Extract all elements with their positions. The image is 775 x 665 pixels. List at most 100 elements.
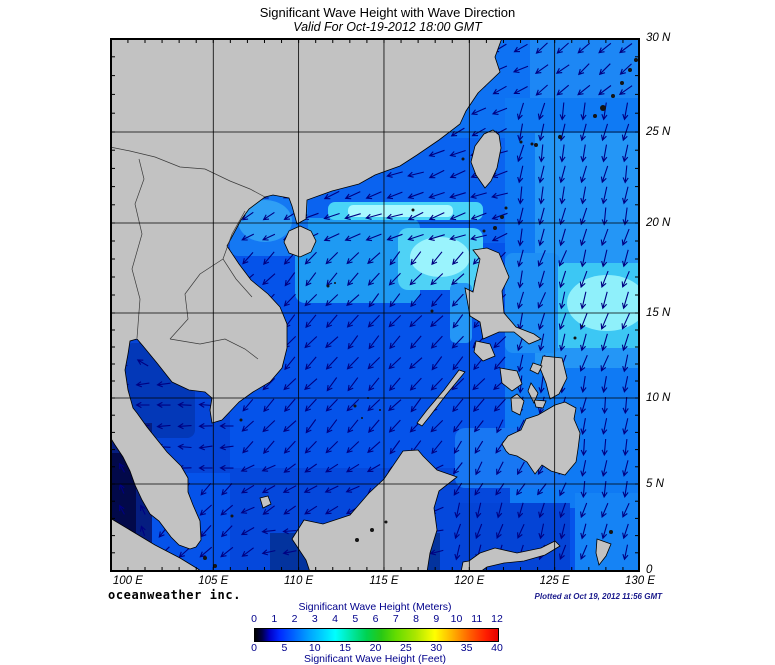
wave-direction-arrow	[580, 186, 587, 205]
legend-meters-tick: 5	[352, 613, 359, 625]
map-frame	[110, 38, 640, 572]
wave-direction-arrow	[221, 483, 233, 496]
legend-feet-tick: 30	[430, 642, 443, 654]
wave-direction-arrow	[538, 165, 545, 184]
wave-direction-arrow	[368, 419, 380, 433]
wave-direction-arrow	[517, 523, 525, 539]
land-mindoro	[473, 340, 496, 362]
wave-direction-arrow	[601, 102, 608, 121]
wave-direction-arrow	[496, 419, 504, 434]
wave-direction-arrow	[621, 228, 630, 246]
wave-direction-arrow	[325, 336, 339, 349]
wave-direction-arrow	[262, 378, 276, 391]
islet-dot	[482, 229, 486, 233]
wave-direction-arrow	[534, 64, 549, 74]
wave-direction-arrow	[580, 144, 587, 163]
wave-direction-arrow	[537, 102, 546, 121]
wave-direction-arrow	[409, 357, 423, 370]
legend-meters-tick: 6	[372, 613, 379, 625]
wave-direction-arrow	[517, 461, 525, 476]
country-borders-layer	[109, 146, 266, 360]
wave-direction-arrow	[409, 315, 423, 328]
wave-direction-arrow	[622, 165, 629, 184]
land-halmahera	[595, 538, 612, 566]
wave-direction-arrow	[284, 398, 296, 412]
wave-direction-arrow	[345, 485, 360, 493]
islet-dot	[609, 530, 613, 534]
wave-direction-arrow	[388, 315, 402, 328]
legend-meters-tick: 4	[332, 613, 338, 625]
wave-direction-arrow	[388, 419, 401, 433]
wave-direction-arrow	[470, 192, 487, 199]
wave-direction-arrow	[367, 272, 380, 286]
wave-direction-arrow	[283, 463, 296, 473]
wave-direction-arrow	[198, 464, 213, 472]
wave-direction-arrow	[598, 63, 611, 76]
wave-direction-arrow	[283, 440, 296, 454]
wave-direction-arrow	[367, 252, 381, 265]
wave-direction-arrow	[410, 293, 422, 308]
country-border	[169, 258, 224, 340]
wave-direction-arrow	[140, 504, 146, 515]
wave-direction-arrow	[367, 441, 381, 454]
wave-direction-arrow	[538, 375, 545, 394]
wave-direction-arrow	[622, 186, 629, 205]
wave-direction-arrow	[386, 233, 403, 242]
wave-direction-arrow	[388, 357, 402, 370]
wave-direction-arrow	[410, 398, 422, 413]
wave-direction-arrow	[261, 464, 276, 472]
islet-dot	[355, 538, 359, 542]
wave-map	[109, 37, 647, 573]
wave-direction-arrow	[282, 528, 297, 535]
islet-dot	[461, 157, 465, 161]
wave-direction-arrow	[579, 228, 588, 247]
wave-direction-arrow	[326, 377, 338, 392]
wave-direction-arrow	[365, 191, 382, 200]
wave-direction-arrow	[454, 544, 461, 561]
wave-direction-arrow	[261, 549, 276, 556]
wave-direction-arrow	[600, 165, 609, 184]
wave-direction-arrow	[579, 270, 588, 289]
wave-direction-arrow	[538, 502, 545, 519]
wave-direction-arrow	[621, 313, 631, 330]
wave-direction-arrow	[452, 462, 463, 475]
wave-direction-arrow	[347, 419, 359, 434]
wave-direction-arrow	[324, 505, 339, 515]
wave-direction-arrow	[601, 249, 608, 268]
wave-direction-arrow	[240, 506, 255, 514]
legend-meters-tick: 2	[291, 613, 298, 625]
islet-dot	[353, 404, 357, 408]
wave-direction-arrow	[473, 420, 484, 433]
wave-direction-arrow	[431, 293, 443, 307]
wave-direction-arrow	[493, 336, 507, 349]
wave-direction-arrow	[475, 502, 482, 519]
legend-meters-tick: 1	[271, 613, 278, 625]
islet-dot	[430, 309, 434, 313]
wave-direction-arrow	[177, 443, 192, 450]
wave-direction-arrow	[598, 85, 612, 96]
wave-direction-arrow	[474, 440, 484, 454]
wave-direction-arrow	[559, 523, 566, 540]
wave-direction-arrow	[600, 228, 609, 247]
wave-direction-arrow	[559, 291, 566, 310]
lat-tick-label: 30 N	[646, 32, 671, 44]
islet-dot	[500, 215, 504, 219]
wave-direction-arrow	[622, 396, 629, 415]
wave-direction-arrow	[555, 64, 570, 74]
wave-direction-arrow	[135, 381, 150, 388]
branding: oceanweather inc.	[108, 588, 242, 602]
wave-direction-arrow	[198, 401, 213, 408]
legend-feet-tick: 10	[308, 642, 321, 654]
wave-direction-arrow	[283, 212, 296, 221]
wave-direction-arrow	[367, 399, 381, 412]
wave-direction-arrow	[536, 483, 547, 496]
wave-direction-arrow	[365, 233, 382, 242]
wave-direction-arrow	[323, 212, 340, 220]
wave-direction-arrow	[386, 171, 403, 178]
wave-direction-arrow	[618, 85, 633, 95]
wave-direction-arrow	[263, 398, 275, 413]
wave-direction-arrow	[601, 291, 608, 310]
wave-direction-arrow	[410, 335, 422, 349]
lon-tick-label: 115 E	[369, 575, 399, 587]
